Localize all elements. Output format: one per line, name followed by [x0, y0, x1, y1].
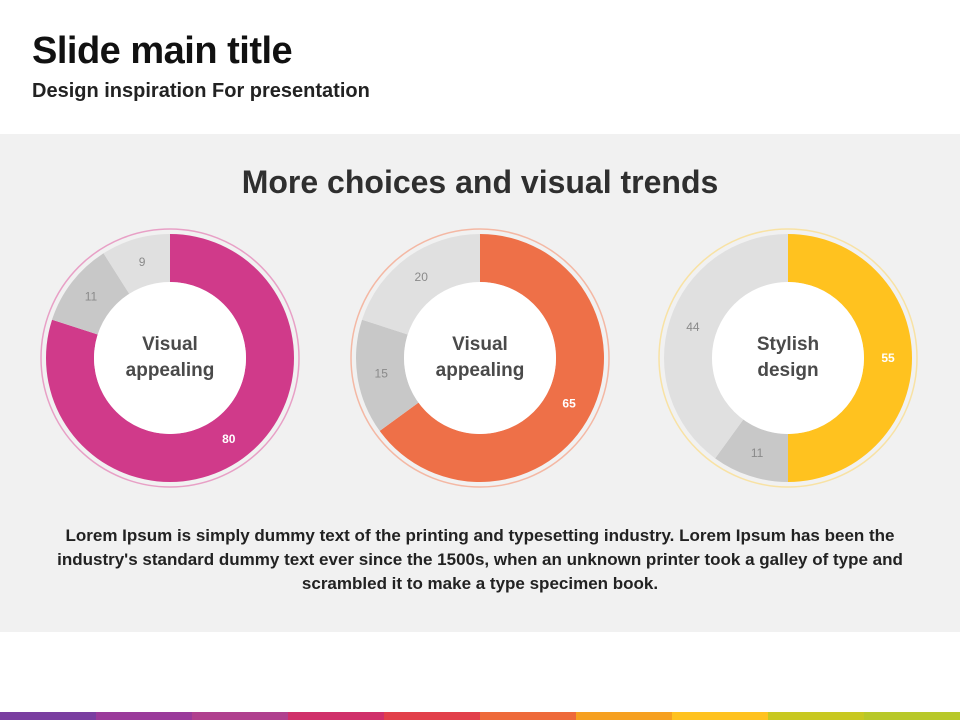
stripe-segment — [768, 712, 864, 720]
stripe-segment — [96, 712, 192, 720]
donut-slice-label: 20 — [415, 270, 429, 284]
body-paragraph: Lorem Ipsum is simply dummy text of the … — [57, 526, 903, 593]
donut-slice-label: 9 — [139, 255, 146, 269]
donut-slice-label: 44 — [686, 320, 700, 334]
donut-slice — [362, 234, 480, 335]
donut-slice — [46, 234, 294, 482]
stripe-segment — [672, 712, 768, 720]
donut-slice — [52, 253, 130, 335]
slide-header: Slide main title Design inspiration For … — [32, 28, 370, 103]
donut-slice — [788, 234, 913, 482]
donut-svg-1: 80 11 9 — [40, 228, 300, 488]
donut-outer-ring — [658, 228, 918, 488]
slide-subtitle: Design inspiration For presentation — [32, 80, 370, 102]
donut-chart-3: 55 11 44 Stylish design — [658, 228, 918, 488]
donut-slice — [103, 234, 170, 294]
donut-hole — [94, 282, 246, 434]
footer-color-stripe — [0, 712, 960, 720]
stripe-segment — [192, 712, 288, 720]
slide-title: Slide main title — [32, 30, 293, 72]
donut-svg-3: 55 11 44 — [658, 228, 918, 488]
stripe-segment — [384, 712, 480, 720]
donut-slice — [715, 419, 788, 482]
donut-slice-label: 15 — [375, 367, 389, 381]
donut-slice-label: 11 — [85, 290, 98, 304]
donut-slice-label: 11 — [751, 446, 764, 460]
content-panel: More choices and visual trends 80 11 9 Vis… — [0, 134, 960, 632]
stripe-segment — [288, 712, 384, 720]
donut-chart-1: 80 11 9 Visual appealing — [40, 228, 300, 488]
stripe-segment — [0, 712, 96, 720]
donut-slice-label: 55 — [881, 351, 895, 365]
panel-heading: More choices and visual trends — [241, 164, 719, 200]
donut-hole — [404, 282, 556, 434]
donut-svg-2: 65 15 20 — [350, 228, 610, 488]
donut-slice-label: 80 — [222, 432, 236, 446]
stripe-segment — [480, 712, 576, 720]
stripe-segment — [576, 712, 672, 720]
donut-slice — [379, 234, 604, 482]
donut-slice — [664, 234, 788, 459]
donut-chart-2: 65 15 20 Visual appealing — [350, 228, 610, 488]
donut-slice-label: 65 — [562, 396, 576, 410]
donut-hole — [712, 282, 864, 434]
stripe-segment — [864, 712, 960, 720]
donut-outer-ring — [350, 228, 610, 488]
donut-outer-ring — [40, 228, 300, 488]
donut-slice — [356, 319, 419, 431]
